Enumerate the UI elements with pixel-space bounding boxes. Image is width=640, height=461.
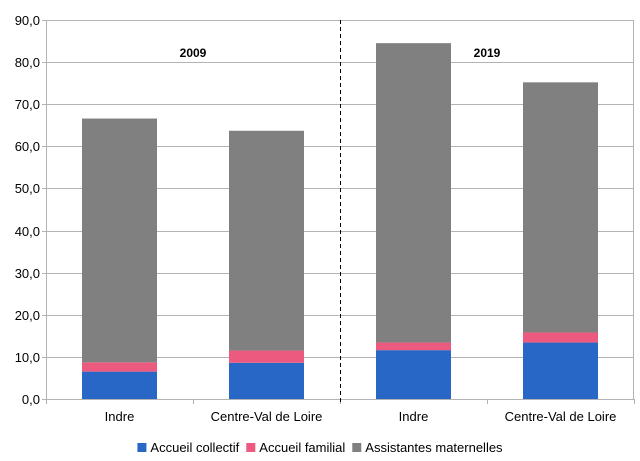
y-tick-label: 50,0 (15, 181, 40, 196)
legend-swatch (246, 443, 256, 452)
bar-segment (82, 118, 157, 363)
y-tick-label: 90,0 (15, 13, 40, 28)
x-category-label: Indre (105, 409, 135, 424)
y-tick-labels: 0,0 10,0 20,0 30,0 40,0 50,0 60,0 70,0 80,0 90,0 (15, 13, 40, 407)
bar-segment (523, 332, 598, 343)
y-tick-label: 70,0 (15, 97, 40, 112)
bar-segment (376, 350, 451, 399)
y-tick-label: 10,0 (15, 350, 40, 365)
bar-segment (523, 82, 598, 333)
group-label: 2019 (474, 46, 501, 60)
legend-label: Accueil familial (259, 440, 345, 455)
x-category-label: Indre (399, 409, 429, 424)
y-tick-label: 30,0 (15, 266, 40, 281)
bar-segment (376, 43, 451, 343)
y-tick-label: 60,0 (15, 139, 40, 154)
legend-swatch (137, 443, 147, 452)
legend-swatch (352, 443, 362, 452)
legend-label: Assistantes maternelles (365, 440, 503, 455)
bar-segment (82, 362, 157, 372)
y-tick-label: 20,0 (15, 308, 40, 323)
bar-segment (229, 350, 304, 363)
y-tick-label: 80,0 (15, 55, 40, 70)
bar-segment (229, 130, 304, 351)
legend-label: Accueil collectif (150, 440, 239, 455)
x-category-label: Centre-Val de Loire (211, 409, 323, 424)
legend: Accueil collectif Accueil familial Assista… (137, 440, 503, 455)
y-tick-label: 0,0 (22, 392, 40, 407)
bar-segment (82, 371, 157, 399)
group-labels: 2009 2019 (180, 20, 501, 404)
bar-segment (376, 342, 451, 351)
x-category-label: Centre-Val de Loire (505, 409, 617, 424)
bar-segment (229, 362, 304, 399)
bar-segment (523, 342, 598, 399)
x-category-labels: Indre Centre-Val de Loire Indre Centre-Val … (105, 409, 617, 424)
group-label: 2009 (180, 46, 207, 60)
bars (82, 43, 598, 399)
y-tick-label: 40,0 (15, 224, 40, 239)
